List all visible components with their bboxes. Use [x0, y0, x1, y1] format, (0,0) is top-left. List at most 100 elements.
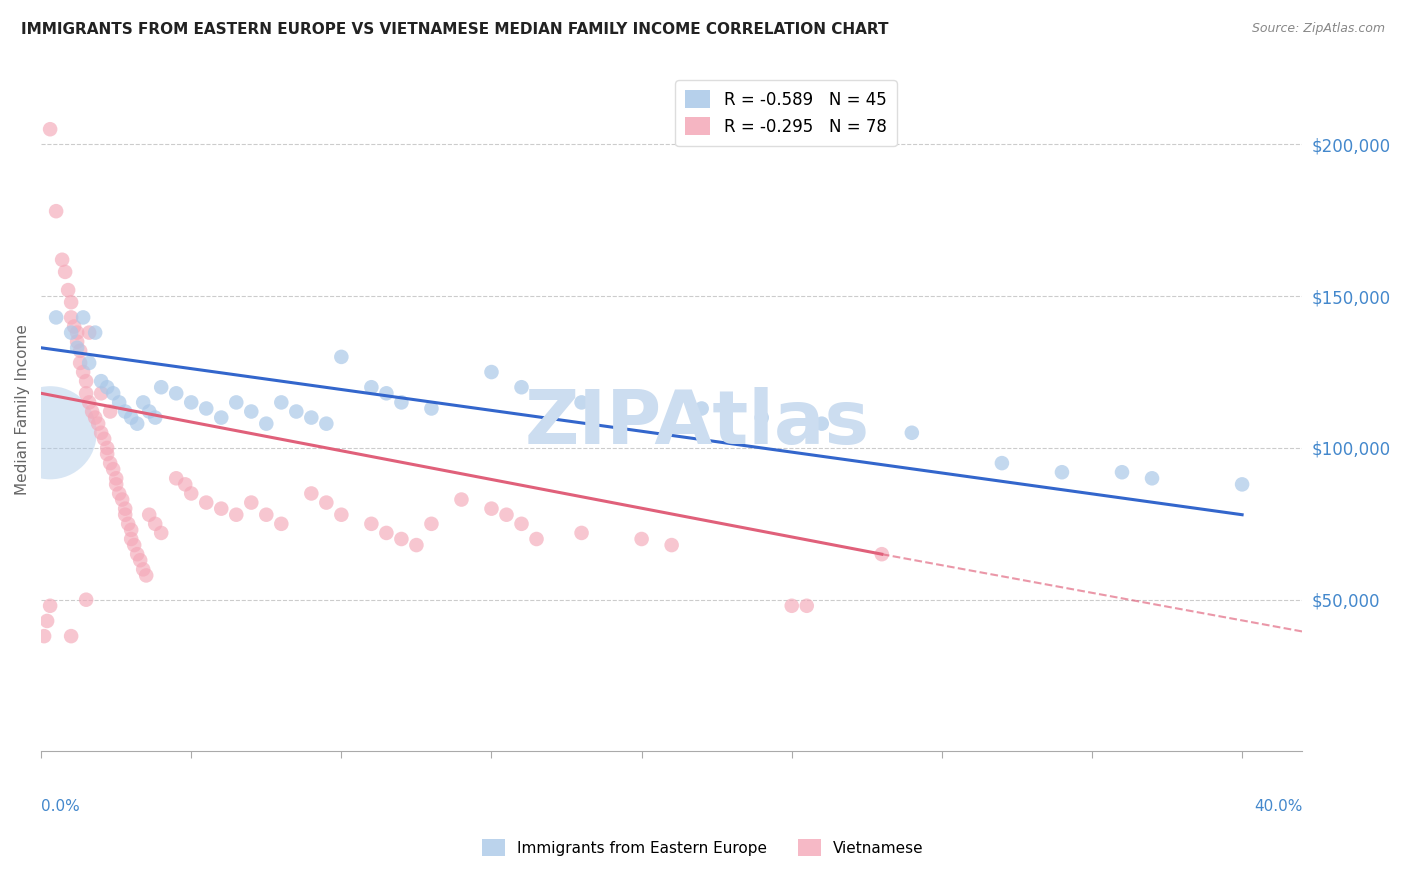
Point — [510, 380, 533, 394]
Point — [90, 425, 112, 440]
Point — [66, 334, 89, 349]
Legend: R = -0.589   N = 45, R = -0.295   N = 78: R = -0.589 N = 45, R = -0.295 N = 78 — [675, 80, 897, 146]
Point — [450, 492, 472, 507]
Point — [209, 501, 232, 516]
Point — [1230, 477, 1253, 491]
Point — [330, 350, 353, 364]
Point — [270, 516, 292, 531]
Point — [285, 404, 308, 418]
Point — [299, 486, 322, 500]
Point — [120, 410, 142, 425]
Point — [510, 516, 533, 531]
Point — [60, 295, 83, 310]
Point — [39, 599, 62, 613]
Point — [375, 525, 398, 540]
Point — [111, 492, 134, 507]
Point — [120, 523, 142, 537]
Point — [45, 204, 67, 219]
Point — [77, 356, 100, 370]
Point — [1050, 465, 1073, 479]
Point — [84, 326, 107, 340]
Point — [84, 410, 107, 425]
Point — [299, 410, 322, 425]
Point — [690, 401, 713, 416]
Point — [870, 547, 893, 561]
Point — [225, 508, 247, 522]
Text: 0.0%: 0.0% — [41, 799, 80, 814]
Point — [98, 404, 121, 418]
Point — [105, 471, 128, 485]
Point — [60, 310, 83, 325]
Y-axis label: Median Family Income: Median Family Income — [15, 325, 30, 495]
Point — [630, 532, 652, 546]
Point — [481, 365, 503, 379]
Text: ZIPAtlas: ZIPAtlas — [524, 387, 869, 460]
Point — [60, 629, 83, 643]
Point — [77, 326, 100, 340]
Point — [1140, 471, 1163, 485]
Point — [82, 404, 104, 418]
Point — [315, 495, 337, 509]
Point — [127, 547, 149, 561]
Point — [39, 122, 62, 136]
Point — [105, 477, 128, 491]
Point — [90, 374, 112, 388]
Point — [810, 417, 832, 431]
Point — [375, 386, 398, 401]
Point — [77, 395, 100, 409]
Point — [96, 441, 118, 455]
Point — [165, 471, 187, 485]
Legend: Immigrants from Eastern Europe, Vietnamese: Immigrants from Eastern Europe, Vietname… — [477, 833, 929, 862]
Point — [60, 326, 83, 340]
Point — [72, 365, 94, 379]
Point — [751, 410, 773, 425]
Point — [63, 319, 86, 334]
Point — [114, 404, 136, 418]
Point — [51, 252, 73, 267]
Point — [75, 386, 97, 401]
Point — [389, 532, 412, 546]
Point — [315, 417, 337, 431]
Point — [526, 532, 548, 546]
Point — [87, 417, 110, 431]
Point — [143, 516, 166, 531]
Point — [96, 380, 118, 394]
Point — [195, 401, 218, 416]
Point — [330, 508, 353, 522]
Point — [495, 508, 517, 522]
Point — [389, 395, 412, 409]
Point — [69, 343, 91, 358]
Point — [108, 395, 131, 409]
Point — [37, 614, 59, 628]
Point — [32, 629, 55, 643]
Point — [180, 395, 202, 409]
Point — [90, 386, 112, 401]
Point — [1111, 465, 1133, 479]
Point — [132, 395, 155, 409]
Point — [98, 456, 121, 470]
Point — [53, 265, 76, 279]
Point — [101, 462, 124, 476]
Point — [254, 417, 277, 431]
Point — [240, 404, 263, 418]
Point — [780, 599, 803, 613]
Point — [66, 341, 89, 355]
Point — [360, 380, 382, 394]
Point — [132, 562, 155, 576]
Point — [101, 386, 124, 401]
Point — [138, 404, 160, 418]
Point — [150, 525, 173, 540]
Point — [270, 395, 292, 409]
Point — [901, 425, 924, 440]
Point — [120, 532, 142, 546]
Point — [72, 310, 94, 325]
Point — [209, 410, 232, 425]
Point — [796, 599, 818, 613]
Point — [143, 410, 166, 425]
Point — [135, 568, 157, 582]
Point — [56, 283, 79, 297]
Point — [96, 447, 118, 461]
Point — [661, 538, 683, 552]
Text: Source: ZipAtlas.com: Source: ZipAtlas.com — [1251, 22, 1385, 36]
Point — [108, 486, 131, 500]
